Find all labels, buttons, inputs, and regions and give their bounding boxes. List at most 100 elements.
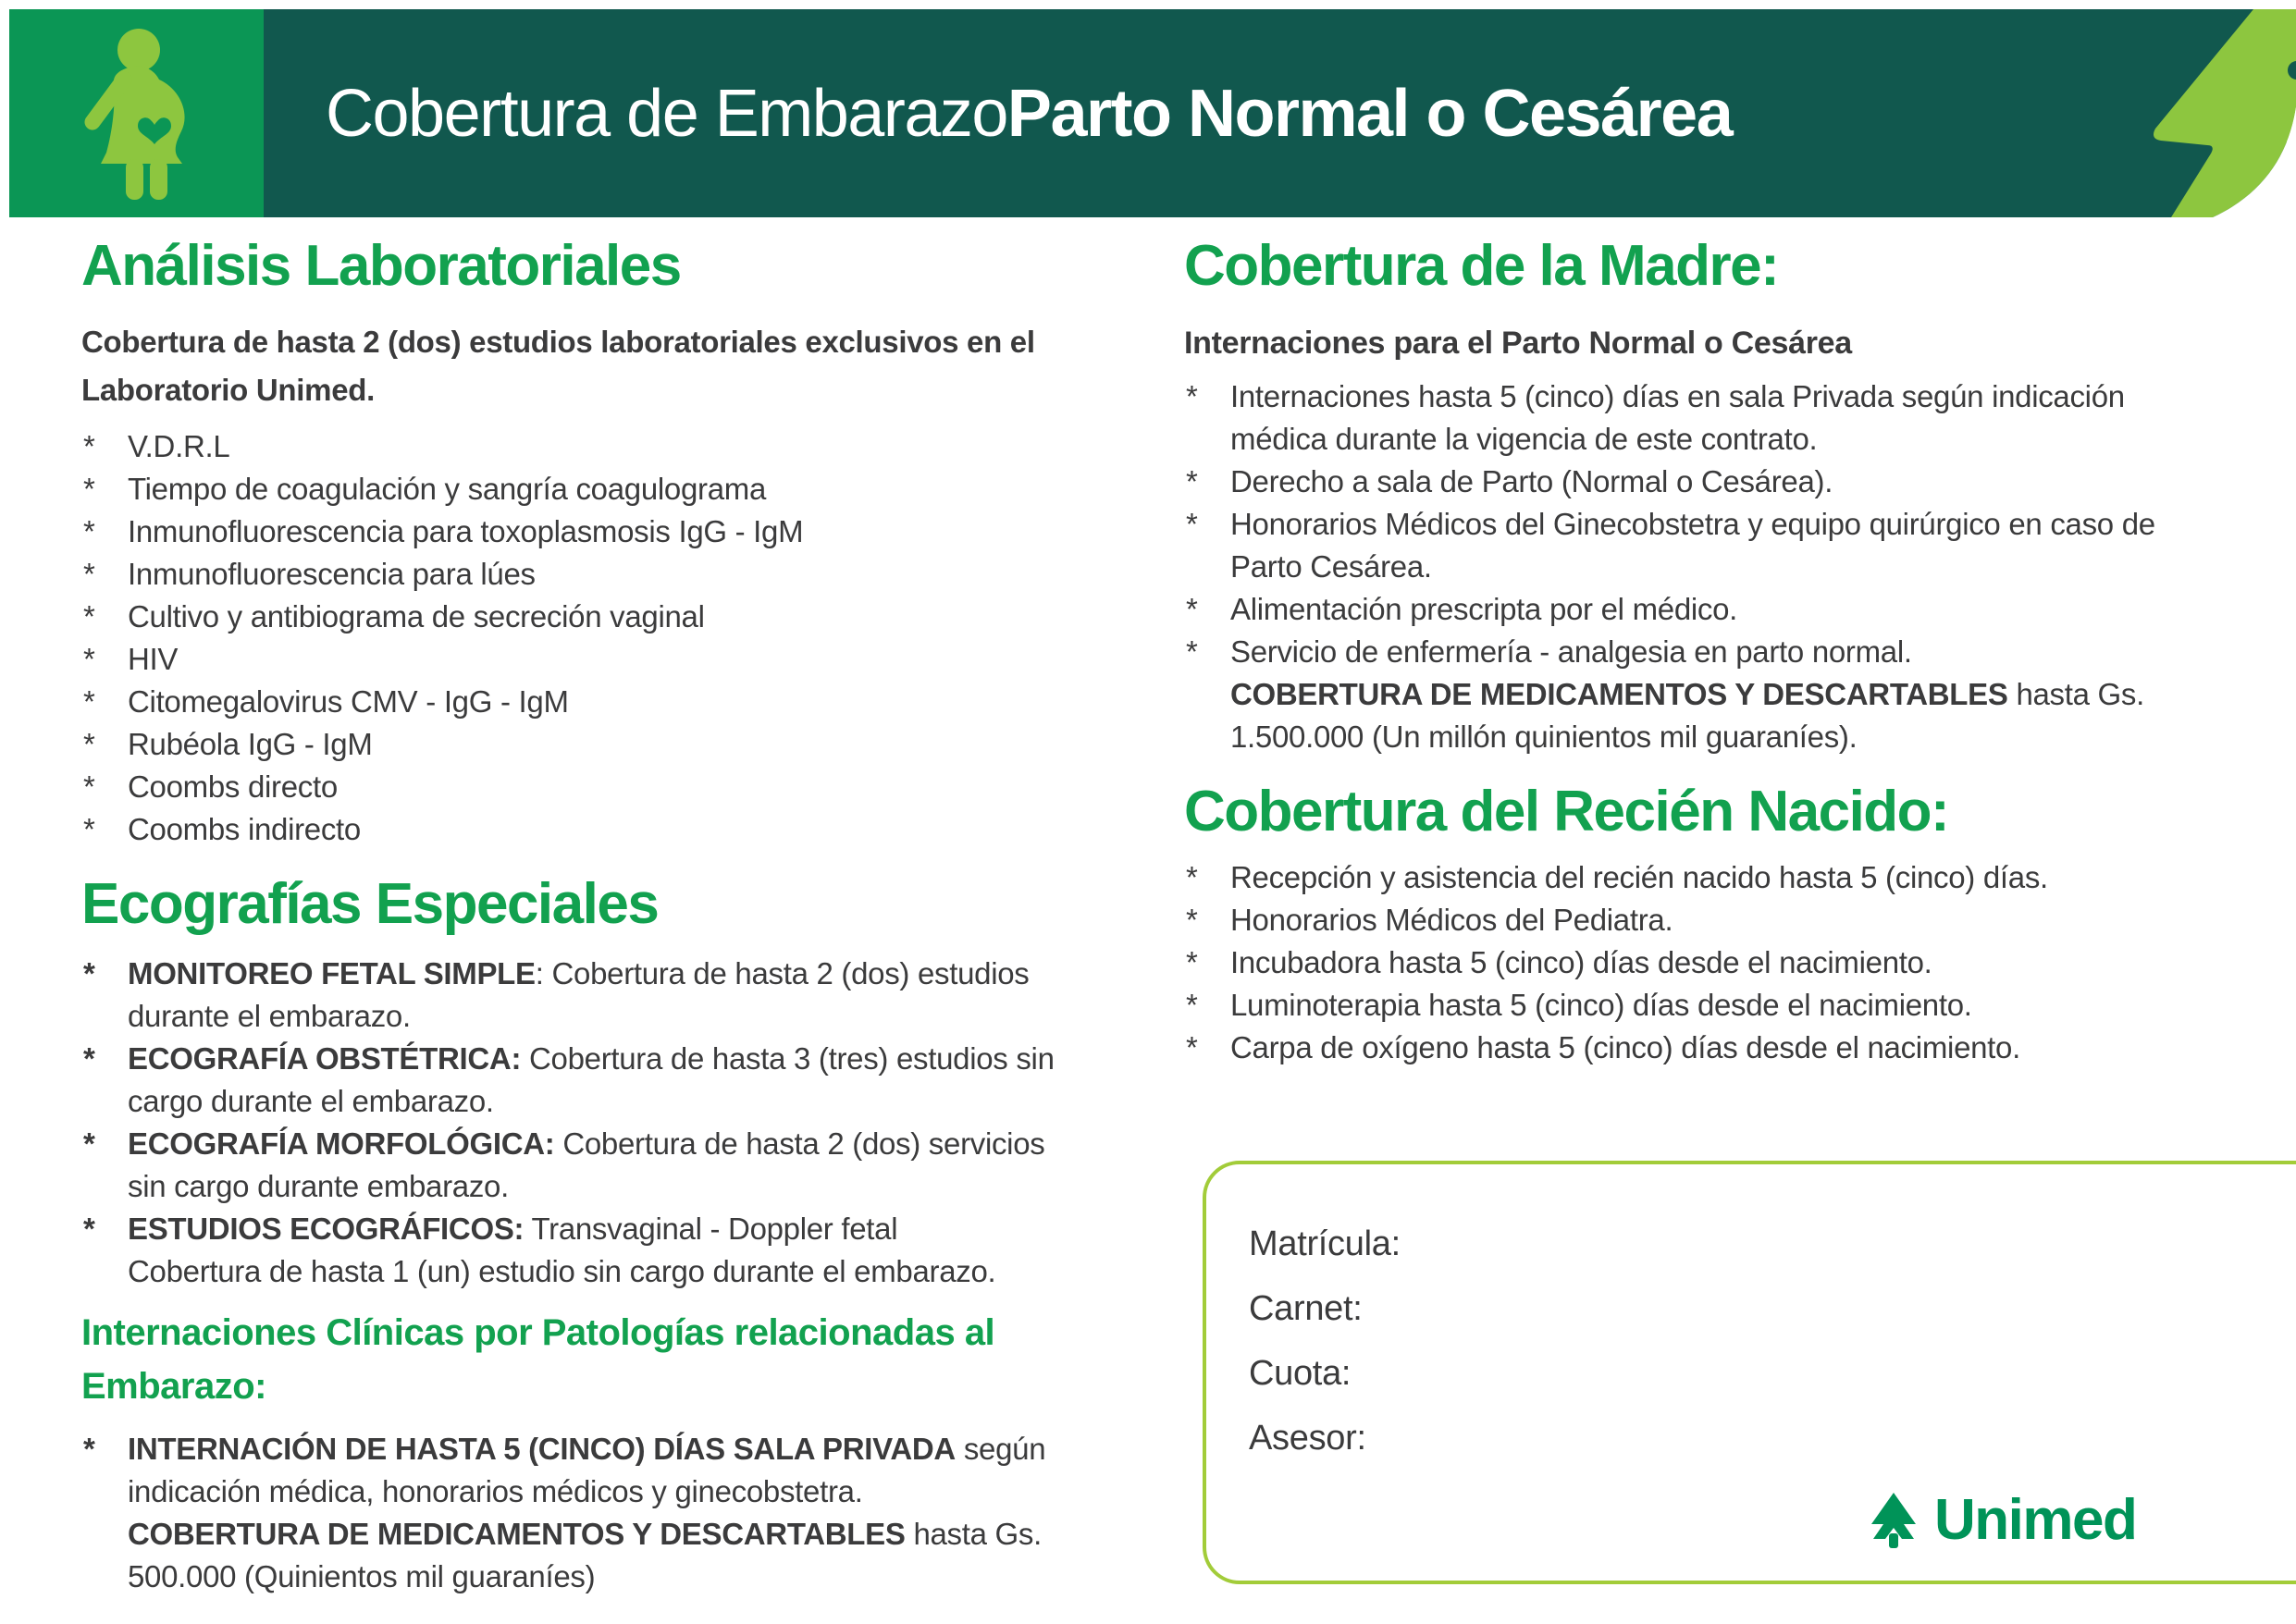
list-item: * ECOGRAFÍA OBSTÉTRICA: Cobertura de hast… [81,1038,1085,1123]
section-heading-madre: Cobertura de la Madre: [1184,234,1780,298]
list-item-bold: INTERNACIÓN DE HASTA 5 (CINCO) DÍAS SALA… [128,1432,956,1466]
madre-items-list: * Internaciones hasta 5 (cinco) días en s… [1184,375,2225,758]
asterisk-bullet: * [1186,903,1198,937]
asterisk-bullet: * [83,1432,95,1466]
meds-coverage-line: COBERTURA DE MEDICAMENTOS Y DESCARTABLES… [128,1513,1085,1598]
asterisk-bullet: * [83,429,95,463]
asterisk-bullet: * [83,956,95,990]
list-item-text: Cobertura de hasta 1 (un) estudio sin ca… [128,1254,996,1288]
list-item: * Alimentación prescripta por el médico. [1184,588,2225,631]
list-item-text: Honorarios Médicos del Pediatra. [1230,903,1673,937]
form-field-cuota: Cuota: [1249,1351,2179,1394]
asterisk-bullet: * [1186,592,1198,626]
section-heading-recien-nacido: Cobertura del Recién Nacido: [1184,780,1950,843]
list-item-text: Carpa de oxígeno hasta 5 (cinco) días de… [1230,1030,2020,1064]
left-column: Análisis Laboratoriales Cobertura de has… [81,233,1085,1598]
list-item-text: Citomegalovirus CMV - IgG - IgM [128,684,569,719]
list-item-text: : Cobertura de hasta 2 (dos) estudios du… [128,956,1030,1033]
field-label: Carnet: [1249,1289,1363,1328]
list-item-text: Incubadora hasta 5 (cinco) días desde el… [1230,945,1932,979]
asterisk-bullet: * [83,1041,95,1076]
list-item-text: HIV [128,642,179,676]
list-item: * Cultivo y antibiograma de secreción vag… [81,596,1085,638]
list-item-text: Transvaginal - Doppler fetal [524,1212,898,1246]
asterisk-bullet: * [1186,860,1198,894]
list-item-text: Servicio de enfermería - analgesia en pa… [1230,634,1912,669]
list-item: * Carpa de oxígeno hasta 5 (cinco) días d… [1184,1027,2225,1069]
asterisk-bullet: * [83,1212,95,1246]
list-item-text: Cobertura de hasta 3 (tres) estudios sin… [128,1041,1055,1118]
lab-intro: Cobertura de hasta 2 (dos) estudios labo… [81,325,1035,407]
section-heading-analisis: Análisis Laboratoriales [81,234,682,298]
asterisk-bullet: * [83,557,95,591]
list-item-bold: ESTUDIOS ECOGRÁFICOS: [128,1212,525,1246]
list-item-text: Inmunofluorescencia para lúes [128,557,536,591]
list-item-text: Tiempo de coagulación y sangría coagulog… [128,472,767,506]
asterisk-bullet: * [83,727,95,761]
madre-subheading: Internaciones para el Parto Normal o Ces… [1184,326,1852,361]
asterisk-bullet: * [83,514,95,548]
meds-coverage-bold: COBERTURA DE MEDICAMENTOS Y DESCARTABLES [1230,677,2008,711]
list-item: * Incubadora hasta 5 (cinco) días desde e… [1184,941,2225,984]
page-title: Cobertura de Embarazo Parto Normal o Ces… [326,9,1734,217]
list-item-text: Coombs directo [128,769,338,804]
list-item-bold: ECOGRAFÍA OBSTÉTRICA: [128,1041,522,1076]
right-column: Cobertura de la Madre: Internaciones par… [1184,233,2225,1069]
recien-items-list: * Recepción y asistencia del recién nacid… [1184,856,2225,1069]
list-item: * Inmunofluorescencia para toxoplasmosis … [81,511,1085,553]
list-item: * Servicio de enfermería - analgesia en p… [1184,631,2225,758]
asterisk-bullet: * [1186,507,1198,541]
list-item: * MONITOREO FETAL SIMPLE: Cobertura de ha… [81,953,1085,1038]
field-label: Cuota: [1249,1354,1352,1393]
form-fields: Matrícula: Carnet: Cuota: Asesor: [1206,1164,2179,1458]
asterisk-bullet: * [83,1126,95,1161]
list-item: * Coombs indirecto [81,808,1085,851]
pregnant-woman-icon [84,29,185,200]
meds-coverage-text: hasta Gs. 1.500.000 (Un millón quiniento… [1230,677,2144,754]
list-item-text: Recepción y asistencia del recién nacido… [1230,860,2048,894]
unimed-logo-text: Unimed [1934,1488,2138,1552]
internaciones-items-list: * INTERNACIÓN DE HASTA 5 (CINCO) DÍAS SAL… [81,1428,1085,1598]
list-item-text: Inmunofluorescencia para toxoplasmosis I… [128,514,804,548]
form-field-asesor: Asesor: [1249,1416,2179,1458]
list-item-text: Coombs indirecto [128,812,361,846]
list-item: * HIV [81,638,1085,681]
asterisk-bullet: * [83,472,95,506]
meds-coverage-text: hasta Gs. 500.000 (Quinientos mil guaran… [128,1517,1042,1593]
asterisk-bullet: * [83,599,95,634]
asterisk-bullet: * [1186,634,1198,669]
page-title-regular: Cobertura de Embarazo [326,76,1008,151]
meds-coverage-line: COBERTURA DE MEDICAMENTOS Y DESCARTABLES… [1230,673,2225,758]
header-banner [9,9,2287,217]
list-item-text: Internaciones hasta 5 (cinco) días en sa… [1230,379,2125,456]
form-field-carnet: Carnet: [1249,1286,2179,1329]
list-item: * Citomegalovirus CMV - IgG - IgM [81,681,1085,723]
section-heading-ecografias: Ecografías Especiales [81,872,660,936]
asterisk-bullet: * [1186,464,1198,498]
list-item-bold: MONITOREO FETAL SIMPLE [128,956,536,990]
list-item-text: Cultivo y antibiograma de secreción vagi… [128,599,705,634]
list-item: * ECOGRAFÍA MORFOLÓGICA: Cobertura de has… [81,1123,1085,1208]
field-label: Matrícula: [1249,1224,1401,1263]
list-item: * ESTUDIOS ECOGRÁFICOS: Transvaginal - Do… [81,1208,1085,1293]
list-item: * Coombs directo [81,766,1085,808]
list-item-text: Cobertura de hasta 2 (dos) servicios sin… [128,1126,1045,1203]
enrollment-form-box: Matrícula: Carnet: Cuota: Asesor: [1203,1161,2296,1584]
asterisk-bullet: * [83,642,95,676]
field-label: Asesor: [1249,1419,1366,1458]
list-item: * Honorarios Médicos del Pediatra. [1184,899,2225,941]
lab-items-list: * V.D.R.L * Tiempo de coagulación y sangrí… [81,425,1085,851]
list-item-text: Derecho a sala de Parto (Normal o Cesáre… [1230,464,1833,498]
brand-square [9,9,264,217]
list-item: * Recepción y asistencia del recién nacid… [1184,856,2225,899]
meds-coverage-bold: COBERTURA DE MEDICAMENTOS Y DESCARTABLES [128,1517,906,1551]
asterisk-bullet: * [1186,379,1198,413]
asterisk-bullet: * [83,812,95,846]
list-item: * Tiempo de coagulación y sangría coagulo… [81,468,1085,511]
asterisk-bullet: * [1186,988,1198,1022]
asterisk-bullet: * [83,769,95,804]
page-title-bold: Parto Normal o Cesárea [1006,76,1734,151]
list-item: * Internaciones hasta 5 (cinco) días en s… [1184,375,2225,461]
list-item: * Luminoterapia hasta 5 (cinco) días desd… [1184,984,2225,1027]
